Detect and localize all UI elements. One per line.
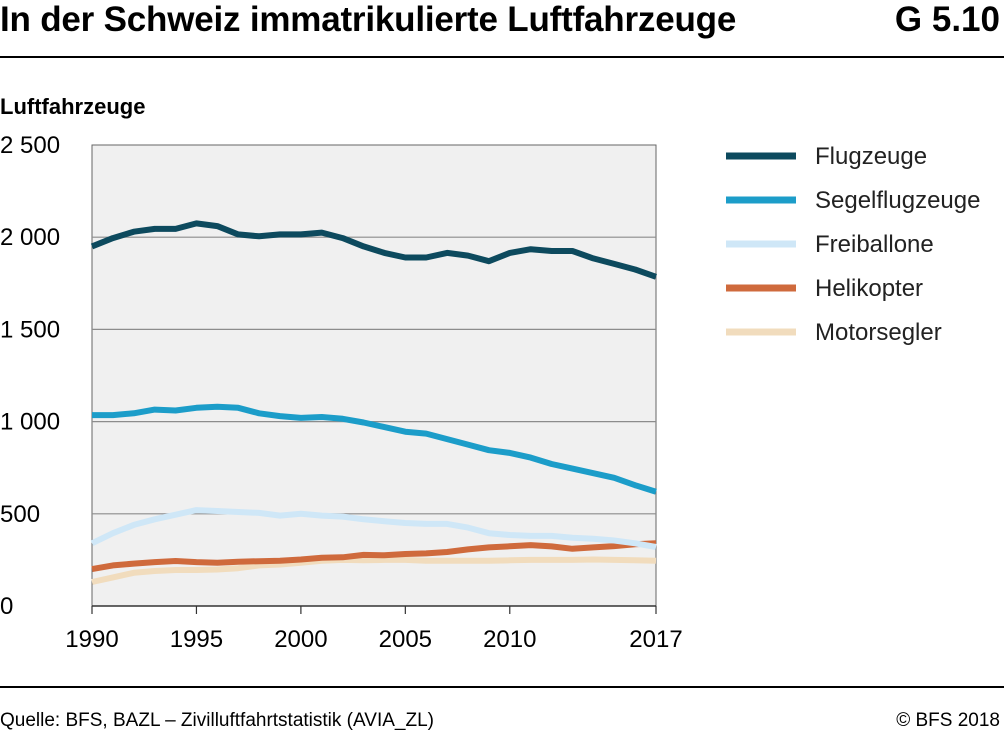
legend-label: Motorsegler: [815, 319, 942, 346]
source-note: Quelle: BFS, BAZL – Zivilluftfahrtstatis…: [0, 710, 434, 731]
y-tick-label: 0: [0, 593, 13, 620]
x-tick-label: 2000: [274, 626, 327, 653]
header-divider: [0, 56, 1004, 58]
series-line-freiballone: [90, 507, 657, 550]
legend-label: Freiballone: [815, 231, 934, 258]
legend-label: Segelflugzeuge: [815, 187, 980, 214]
x-tick-labels: 1990 1995 2000 2005 2010 2017: [65, 626, 682, 653]
plot-area: [91, 144, 657, 607]
x-tick-label: 1995: [170, 626, 223, 653]
legend-label: Helikopter: [815, 275, 923, 302]
y-tick-label: 2 500: [0, 132, 60, 159]
x-tick-marks: [91, 606, 657, 614]
series-line-motorsegler: [91, 556, 657, 585]
chart-code: G 5.10: [894, 0, 1000, 39]
series-line-helikopter: [91, 540, 657, 573]
x-tick-label: 1990: [65, 626, 118, 653]
y-tick-label: 1 000: [0, 409, 60, 436]
y-axis-label: Luftfahrzeuge: [0, 94, 146, 119]
y-tick-label: 2 000: [0, 224, 60, 251]
footer-divider: [0, 686, 1004, 688]
x-tick-label: 2005: [379, 626, 432, 653]
legend: Flugzeuge Segelflugzeuge Freiballone Heliko…: [726, 143, 980, 346]
y-tick-label: 1 500: [0, 316, 60, 343]
y-tick-labels: 0 500 1 000 1 500 2 000 2 500: [0, 132, 60, 620]
x-tick-label: 2010: [483, 626, 536, 653]
copyright: © BFS 2018: [896, 710, 1000, 731]
series-line-segelflugzeuge: [92, 403, 657, 495]
series-lines: [90, 220, 657, 585]
x-tick-label: 2017: [629, 626, 682, 653]
legend-label: Flugzeuge: [815, 143, 927, 170]
y-tick-label: 500: [0, 501, 40, 528]
series-line-flugzeuge: [90, 220, 657, 280]
chart-title: In der Schweiz immatrikulierte Luftfahrz…: [0, 0, 737, 39]
